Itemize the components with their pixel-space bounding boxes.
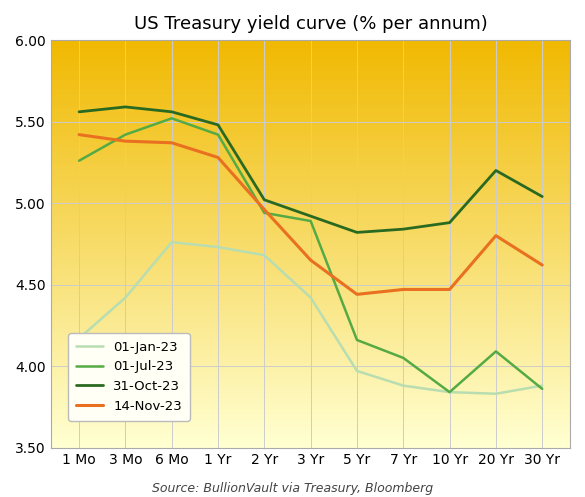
31-Oct-23	[122, 104, 129, 110]
31-Oct-23	[493, 167, 500, 173]
31-Oct-23	[446, 220, 453, 226]
31-Oct-23	[215, 122, 222, 128]
01-Jul-23	[446, 389, 453, 395]
31-Oct-23	[168, 109, 176, 115]
01-Jul-23	[353, 337, 360, 343]
01-Jan-23	[353, 368, 360, 374]
01-Jan-23	[493, 391, 500, 397]
01-Jan-23	[168, 239, 176, 245]
14-Nov-23	[75, 132, 82, 138]
Line: 14-Nov-23: 14-Nov-23	[79, 135, 542, 294]
Title: US Treasury yield curve (% per annum): US Treasury yield curve (% per annum)	[134, 15, 487, 33]
31-Oct-23	[75, 109, 82, 115]
Legend: 01-Jan-23, 01-Jul-23, 31-Oct-23, 14-Nov-23: 01-Jan-23, 01-Jul-23, 31-Oct-23, 14-Nov-…	[68, 333, 190, 420]
01-Jan-23	[261, 252, 268, 258]
01-Jul-23	[493, 348, 500, 354]
01-Jan-23	[400, 383, 407, 389]
31-Oct-23	[307, 213, 314, 219]
01-Jan-23	[75, 335, 82, 341]
01-Jul-23	[168, 115, 176, 121]
14-Nov-23	[307, 257, 314, 263]
14-Nov-23	[215, 155, 222, 161]
14-Nov-23	[353, 291, 360, 297]
14-Nov-23	[122, 138, 129, 144]
14-Nov-23	[539, 262, 546, 268]
01-Jan-23	[122, 295, 129, 301]
01-Jul-23	[307, 218, 314, 224]
14-Nov-23	[261, 207, 268, 213]
Text: Source: BullionVault via Treasury, Bloomberg: Source: BullionVault via Treasury, Bloom…	[152, 482, 433, 495]
Line: 31-Oct-23: 31-Oct-23	[79, 107, 542, 233]
14-Nov-23	[493, 233, 500, 239]
01-Jul-23	[261, 210, 268, 216]
14-Nov-23	[168, 140, 176, 146]
31-Oct-23	[539, 193, 546, 199]
31-Oct-23	[400, 226, 407, 232]
14-Nov-23	[400, 286, 407, 292]
01-Jul-23	[215, 132, 222, 138]
01-Jul-23	[122, 132, 129, 138]
01-Jan-23	[215, 244, 222, 250]
01-Jan-23	[539, 383, 546, 389]
31-Oct-23	[261, 197, 268, 203]
31-Oct-23	[353, 230, 360, 236]
01-Jan-23	[307, 295, 314, 301]
14-Nov-23	[446, 286, 453, 292]
01-Jul-23	[400, 355, 407, 361]
Line: 01-Jan-23: 01-Jan-23	[79, 242, 542, 394]
01-Jul-23	[539, 386, 546, 392]
Line: 01-Jul-23: 01-Jul-23	[79, 118, 542, 392]
01-Jan-23	[446, 389, 453, 395]
01-Jul-23	[75, 158, 82, 164]
